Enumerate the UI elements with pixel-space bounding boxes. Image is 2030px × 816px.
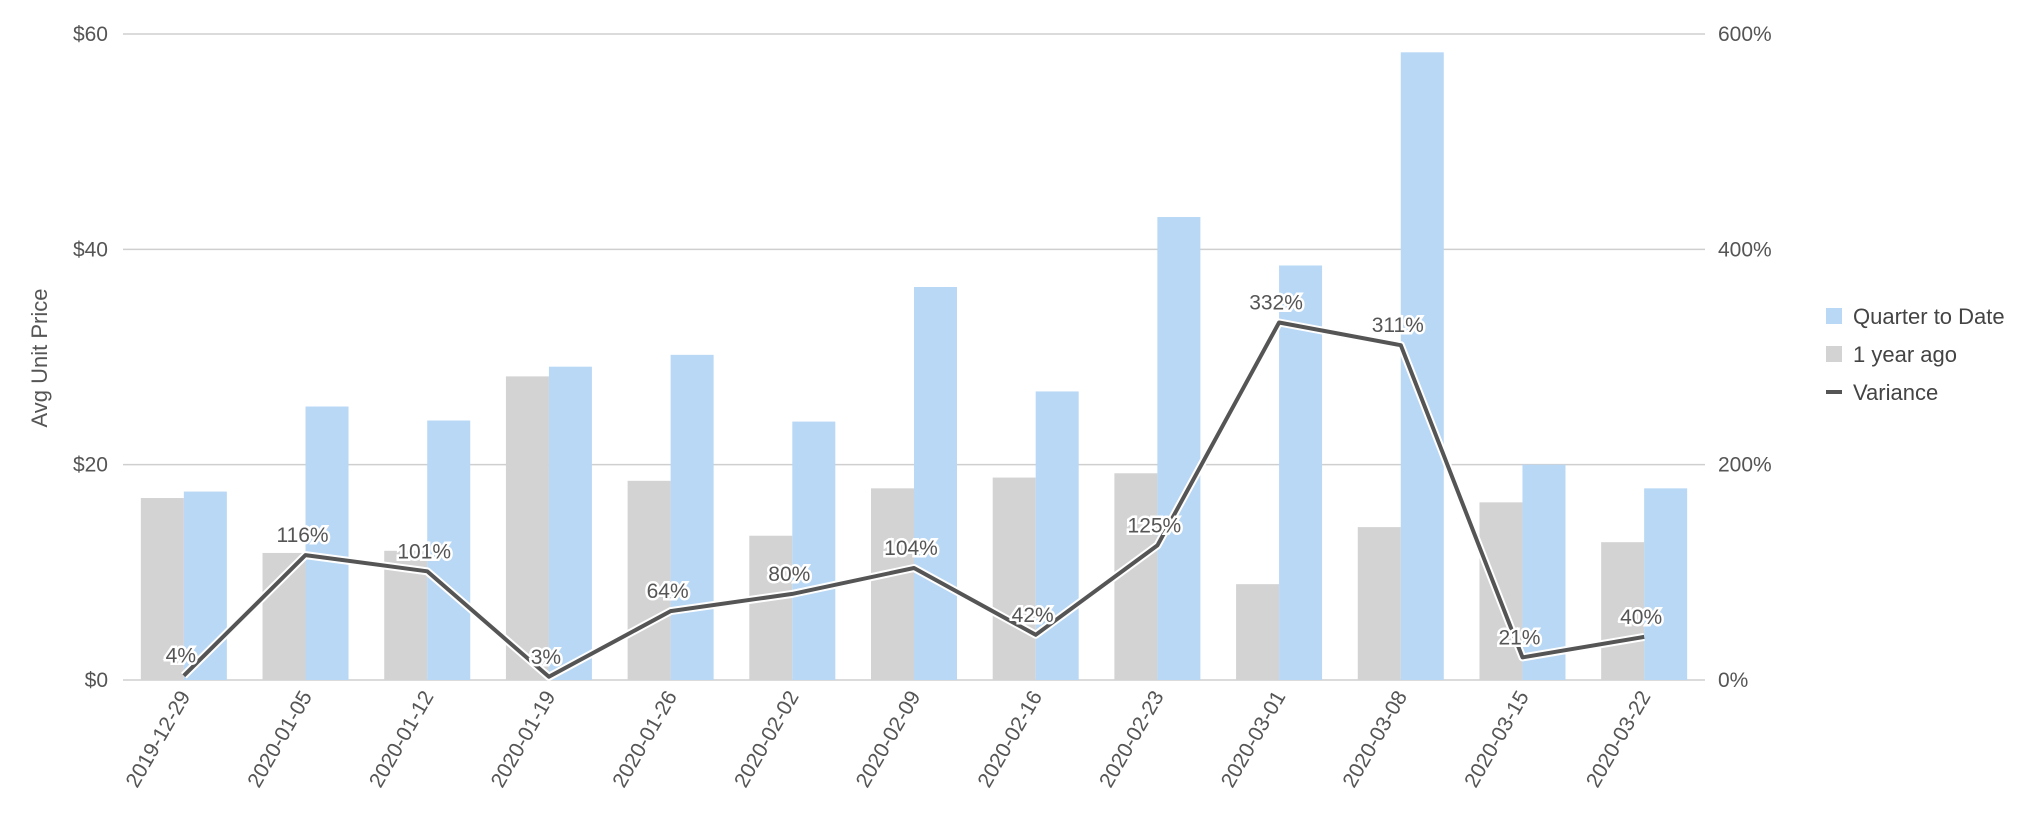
legend-label: Quarter to Date <box>1853 304 2005 329</box>
legend-label: 1 year ago <box>1853 342 1957 367</box>
y-axis-left: $0 $20 $40 $60 <box>73 23 108 692</box>
y-tick-label: $40 <box>73 238 108 261</box>
bar-1-year-ago <box>627 480 671 680</box>
data-labels: 4% 116% 101% 3% 64% 80% 104% 42% 125% 332% 311% 21%… <box>163 289 1665 671</box>
variance-data-label: 116% <box>276 524 328 547</box>
y-axis-title: Avg Unit Price <box>27 289 52 428</box>
variance-data-label: 40% <box>1620 606 1662 629</box>
bar-quarter-to-date <box>1644 488 1688 680</box>
bar-quarter-to-date <box>792 421 836 680</box>
x-tick-label: 2020-01-05 <box>243 687 317 792</box>
legend-swatch <box>1826 346 1842 362</box>
variance-data-label: 42% <box>1012 604 1054 627</box>
y-tick-label: $0 <box>85 669 108 692</box>
bar-1-year-ago <box>871 488 914 680</box>
bar-1-year-ago <box>1601 542 1645 680</box>
x-tick-label: 2020-03-15 <box>1460 687 1534 792</box>
bar-1-year-ago <box>992 477 1036 680</box>
y2-tick-label: 200% <box>1718 454 1772 477</box>
variance-data-label: 3% <box>531 646 561 669</box>
bar-quarter-to-date <box>427 420 471 680</box>
x-axis: 2019-12-29 2020-01-05 2020-01-12 2020-01-19… <box>122 687 1656 792</box>
legend: Quarter to Date 1 year ago Variance <box>1826 304 2005 405</box>
bar-quarter-to-date <box>548 366 592 680</box>
bar-1-year-ago <box>1236 584 1280 680</box>
x-tick-label: 2020-03-01 <box>1217 687 1291 792</box>
x-tick-label: 2020-01-19 <box>487 687 561 792</box>
bar-quarter-to-date <box>183 491 227 680</box>
x-tick-label: 2020-02-09 <box>852 687 926 792</box>
y2-tick-label: 0% <box>1718 669 1748 692</box>
x-tick-label: 2020-01-26 <box>608 687 682 792</box>
bar-1-year-ago <box>1357 527 1401 680</box>
x-tick-label: 2020-02-16 <box>973 687 1047 792</box>
y2-tick-label: 400% <box>1718 238 1772 261</box>
variance-line <box>182 320 1645 679</box>
bar-quarter-to-date <box>1157 217 1201 681</box>
bar-1-year-ago <box>505 376 549 680</box>
x-tick-label: 2020-01-12 <box>365 687 439 792</box>
legend-swatch-variance <box>1826 390 1842 394</box>
bar-quarter-to-date <box>914 287 957 680</box>
bar-1-year-ago <box>749 535 793 680</box>
y-axis-right: 0% 200% 400% 600% <box>1718 23 1772 692</box>
legend-swatch <box>1826 308 1842 324</box>
variance-data-label: 101% <box>397 540 451 563</box>
x-tick-label: 2020-02-02 <box>730 687 804 792</box>
x-tick-label: 2020-03-08 <box>1338 687 1412 792</box>
variance-data-label: 104% <box>884 537 938 560</box>
bar-1-year-ago <box>140 498 184 680</box>
bar-quarter-to-date <box>1035 391 1079 680</box>
variance-data-label: 21% <box>1498 626 1540 649</box>
y-tick-label: $20 <box>73 454 108 477</box>
variance-data-label: 80% <box>768 563 810 586</box>
bar-quarter-to-date <box>1522 464 1566 680</box>
y2-tick-label: 600% <box>1718 23 1772 46</box>
variance-data-label: 64% <box>647 580 689 603</box>
x-tick-label: 2019-12-29 <box>122 687 196 792</box>
legend-label: Variance <box>1853 380 1938 405</box>
y-tick-label: $60 <box>73 23 108 46</box>
x-tick-label: 2020-02-23 <box>1095 687 1169 792</box>
variance-line-group <box>180 318 1645 681</box>
bar-quarter-to-date <box>305 406 349 680</box>
bar-quarter-to-date <box>1279 265 1323 680</box>
variance-data-label: 125% <box>1128 514 1182 537</box>
bar-quarter-to-date <box>670 354 714 680</box>
variance-data-label: 332% <box>1249 292 1303 315</box>
x-tick-label: 2020-03-22 <box>1582 687 1656 792</box>
variance-data-label: 4% <box>166 645 196 668</box>
variance-data-label: 311% <box>1372 314 1424 337</box>
bars <box>140 52 1688 681</box>
